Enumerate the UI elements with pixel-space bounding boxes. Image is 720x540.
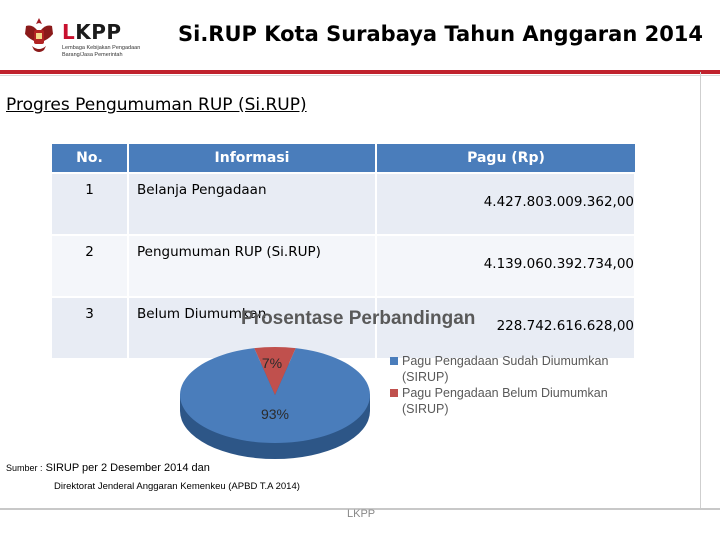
- row-info: Belum Diumumkan: [128, 296, 377, 358]
- section-title: Progres Pengumuman RUP (Si.RUP): [6, 95, 307, 115]
- table-row: 2 Pengumuman RUP (Si.RUP) 4.139.060.392.…: [52, 234, 636, 297]
- column-header-pagu: Pagu (Rp): [376, 144, 635, 173]
- pie-slice-belum: [254, 347, 296, 395]
- source-line-1: Sumber : SIRUP per 2 Desember 2014 dan: [6, 462, 210, 474]
- table-row: 1 Belanja Pengadaan 4.427.803.009.362,00: [52, 172, 636, 235]
- legend-item: Pagu Pengadaan Sudah Diumumkan (SIRUP): [388, 353, 638, 385]
- logo-wordmark: LKPP: [62, 20, 122, 44]
- row-info: Belanja Pengadaan: [128, 172, 377, 235]
- legend-swatch: [390, 389, 398, 397]
- row-number: 3: [52, 296, 129, 358]
- row-pagu: 228.742.616.628,00: [376, 296, 636, 358]
- legend-label: Pagu Pengadaan Belum Diumumkan (SIRUP): [402, 386, 608, 416]
- page-title: Si.RUP Kota Surabaya Tahun Anggaran 2014: [178, 22, 704, 46]
- garuda-emblem-icon: [25, 18, 53, 52]
- source-text: SIRUP per 2 Desember 2014 dan: [45, 462, 210, 474]
- pie-chart: 93% 7%: [180, 347, 370, 459]
- row-info: Pengumuman RUP (Si.RUP): [128, 234, 377, 297]
- legend-swatch: [390, 357, 398, 365]
- footer-divider: [0, 508, 720, 510]
- chart-title: Prosentase Perbandingan: [241, 308, 476, 329]
- source-label: Sumber :: [6, 463, 43, 473]
- row-pagu: 4.139.060.392.734,00: [376, 234, 636, 297]
- table-row: 3 Belum Diumumkan 228.742.616.628,00: [52, 296, 636, 358]
- footer-label: LKPP: [347, 508, 376, 520]
- row-number: 1: [52, 172, 129, 235]
- legend-label: Pagu Pengadaan Sudah Diumumkan (SIRUP): [402, 354, 609, 384]
- column-header-no: No.: [52, 144, 129, 173]
- header-divider: [0, 70, 720, 74]
- row-pagu: 4.427.803.009.362,00: [376, 172, 636, 235]
- slice-label-sudah: 93%: [261, 406, 289, 422]
- header-divider-thin: [0, 75, 720, 76]
- source-line-2: Direktorat Jenderal Anggaran Kemenkeu (A…: [54, 481, 300, 492]
- right-border-line: [700, 72, 701, 508]
- chart-legend: Pagu Pengadaan Sudah Diumumkan (SIRUP) P…: [388, 353, 638, 417]
- table-header-row: No. Informasi Pagu (Rp): [52, 144, 635, 173]
- slice-label-belum: 7%: [262, 355, 282, 371]
- rup-table: No. Informasi Pagu (Rp) 1 Belanja Pengad…: [52, 144, 636, 358]
- pie-slice-sudah: [180, 348, 370, 443]
- lkpp-logo: LKPP Lembaga Kebijakan Pengadaan Barang/…: [22, 14, 162, 62]
- legend-item: Pagu Pengadaan Belum Diumumkan (SIRUP): [388, 385, 638, 417]
- column-header-informasi: Informasi: [128, 144, 377, 173]
- logo-tagline: Lembaga Kebijakan Pengadaan Barang/Jasa …: [62, 45, 141, 58]
- row-number: 2: [52, 234, 129, 297]
